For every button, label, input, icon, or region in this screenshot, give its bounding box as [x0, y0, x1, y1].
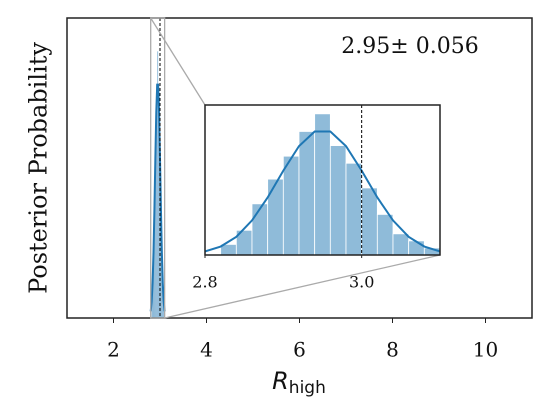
histogram-bar	[376, 214, 394, 255]
x-axis-label-subscript: high	[289, 378, 326, 398]
histogram-bar	[314, 113, 331, 255]
histogram-bar	[156, 84, 158, 318]
histogram-bar	[152, 271, 154, 318]
histogram-bar	[345, 162, 363, 255]
x-tick-label: 8	[386, 338, 399, 362]
x-axis-label-main: R	[272, 367, 289, 395]
x-tick-label: 4	[200, 338, 213, 362]
histogram-bar	[392, 233, 410, 255]
histogram-bar	[329, 145, 347, 255]
inset-frame	[204, 104, 441, 256]
x-tick-label: 2	[107, 338, 120, 362]
kde-line	[149, 83, 166, 312]
histogram-bar	[282, 155, 300, 255]
annotation: 2.95± 0.056	[341, 34, 478, 59]
inset-x-tick-label: 3.0	[349, 273, 374, 292]
zoom-connector	[164, 254, 441, 319]
histogram-bar	[154, 174, 156, 318]
histogram-bar	[158, 111, 160, 318]
kde-line	[205, 130, 440, 253]
histogram-bar	[159, 144, 160, 318]
x-tick-label: 10	[473, 338, 498, 362]
inset-plot-area	[205, 105, 440, 255]
histogram-bar	[161, 278, 163, 318]
inset-x-tick-label: 2.8	[192, 273, 217, 292]
histogram-bar	[157, 51, 159, 318]
main-plot-area	[149, 18, 166, 318]
y-axis-label: Posterior Probability	[25, 42, 53, 294]
histogram-bar	[151, 298, 153, 318]
x-axis-label: Rhigh	[272, 367, 326, 398]
histogram-bar	[408, 240, 425, 255]
x-tick-label: 6	[293, 338, 306, 362]
histogram-bar	[267, 178, 284, 255]
histogram-bar	[361, 187, 378, 255]
histogram-bar	[423, 247, 440, 255]
zoom-region	[150, 17, 166, 319]
zoom-connector	[150, 17, 206, 106]
histogram-bar	[251, 203, 269, 255]
histogram-bar	[298, 131, 316, 255]
histogram-bar	[155, 131, 157, 318]
histogram-bar	[160, 241, 162, 318]
